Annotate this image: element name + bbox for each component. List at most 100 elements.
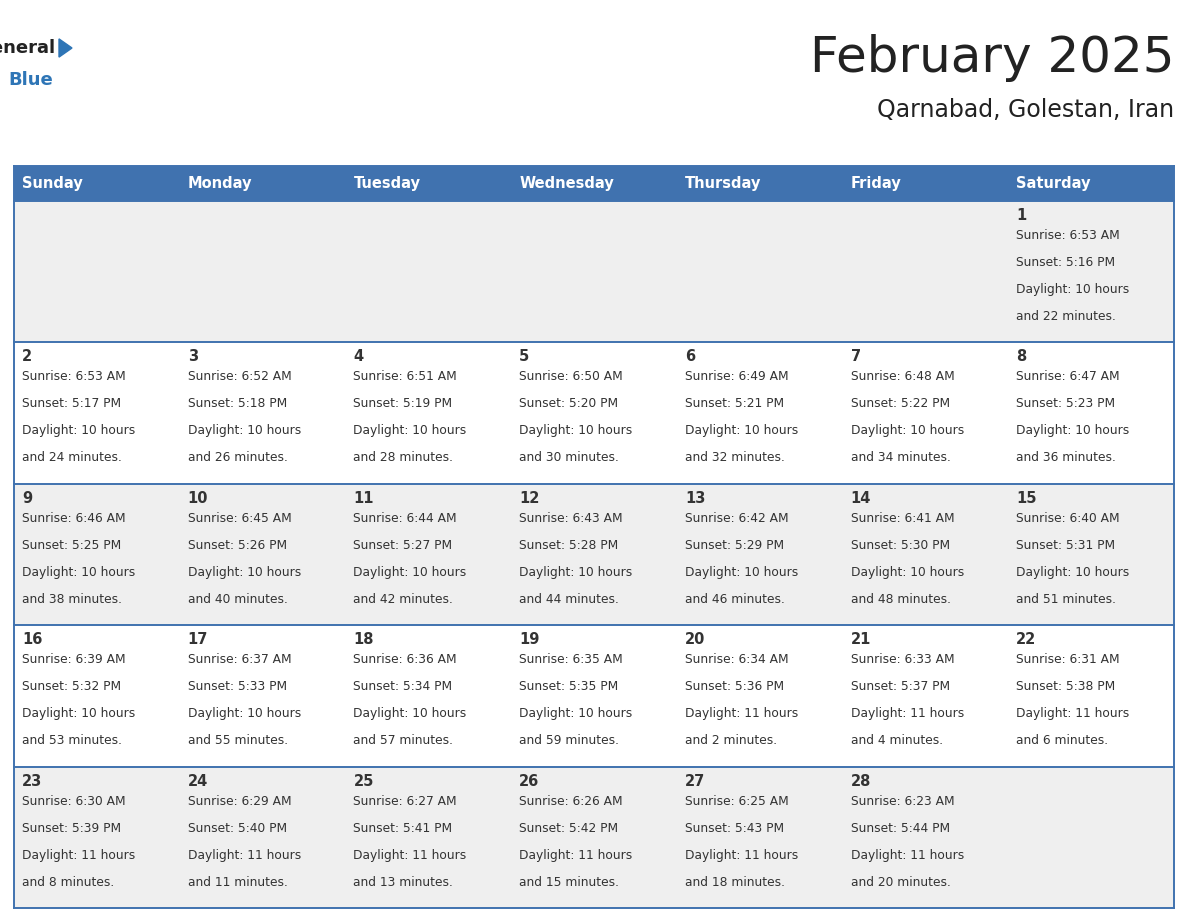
Bar: [1009, 767, 1174, 908]
Bar: [677, 484, 842, 625]
Text: and 55 minutes.: and 55 minutes.: [188, 734, 287, 747]
Bar: [346, 625, 511, 767]
Bar: [511, 767, 677, 908]
Text: and 22 minutes.: and 22 minutes.: [1016, 310, 1117, 323]
Text: 8: 8: [1016, 350, 1026, 364]
Bar: [842, 166, 1009, 201]
Text: and 44 minutes.: and 44 minutes.: [519, 593, 619, 606]
Text: Sunrise: 6:42 AM: Sunrise: 6:42 AM: [684, 512, 789, 525]
Text: and 36 minutes.: and 36 minutes.: [1016, 452, 1117, 465]
Text: and 53 minutes.: and 53 minutes.: [23, 734, 122, 747]
Text: Sunrise: 6:26 AM: Sunrise: 6:26 AM: [519, 795, 623, 808]
Text: 7: 7: [851, 350, 860, 364]
Text: Sunset: 5:28 PM: Sunset: 5:28 PM: [519, 539, 619, 552]
Text: 28: 28: [851, 774, 871, 789]
Text: Sunrise: 6:30 AM: Sunrise: 6:30 AM: [23, 795, 126, 808]
Text: 13: 13: [684, 491, 706, 506]
Bar: [842, 484, 1009, 625]
Bar: [1009, 201, 1174, 342]
Text: and 18 minutes.: and 18 minutes.: [684, 876, 785, 889]
Text: 10: 10: [188, 491, 208, 506]
Text: Daylight: 10 hours: Daylight: 10 hours: [684, 565, 798, 579]
Text: Daylight: 11 hours: Daylight: 11 hours: [851, 848, 963, 862]
Text: Sunrise: 6:34 AM: Sunrise: 6:34 AM: [684, 654, 789, 666]
Text: and 24 minutes.: and 24 minutes.: [23, 452, 122, 465]
Text: Sunset: 5:25 PM: Sunset: 5:25 PM: [23, 539, 121, 552]
Text: February 2025: February 2025: [809, 34, 1174, 82]
Text: Sunset: 5:43 PM: Sunset: 5:43 PM: [684, 822, 784, 834]
Text: 22: 22: [1016, 633, 1037, 647]
Text: Daylight: 11 hours: Daylight: 11 hours: [23, 848, 135, 862]
Text: Sunrise: 6:53 AM: Sunrise: 6:53 AM: [23, 370, 126, 384]
Text: 5: 5: [519, 350, 530, 364]
Text: Sunset: 5:38 PM: Sunset: 5:38 PM: [1016, 680, 1116, 693]
Bar: [179, 166, 346, 201]
Bar: [511, 166, 677, 201]
Text: Sunrise: 6:29 AM: Sunrise: 6:29 AM: [188, 795, 291, 808]
Text: Qarnabad, Golestan, Iran: Qarnabad, Golestan, Iran: [877, 98, 1174, 122]
Text: 11: 11: [353, 491, 374, 506]
Text: 6: 6: [684, 350, 695, 364]
Text: Sunset: 5:27 PM: Sunset: 5:27 PM: [353, 539, 453, 552]
Bar: [14, 625, 179, 767]
Polygon shape: [59, 39, 72, 57]
Text: Thursday: Thursday: [684, 176, 762, 191]
Text: 23: 23: [23, 774, 43, 789]
Text: Sunrise: 6:23 AM: Sunrise: 6:23 AM: [851, 795, 954, 808]
Text: Daylight: 10 hours: Daylight: 10 hours: [1016, 424, 1130, 437]
Bar: [346, 484, 511, 625]
Text: 24: 24: [188, 774, 208, 789]
Bar: [179, 625, 346, 767]
Text: Sunset: 5:40 PM: Sunset: 5:40 PM: [188, 822, 286, 834]
Text: and 38 minutes.: and 38 minutes.: [23, 593, 122, 606]
Text: 27: 27: [684, 774, 706, 789]
Text: Sunset: 5:17 PM: Sunset: 5:17 PM: [23, 397, 121, 410]
Text: Tuesday: Tuesday: [353, 176, 421, 191]
Bar: [1009, 625, 1174, 767]
Bar: [511, 342, 677, 484]
Text: Daylight: 10 hours: Daylight: 10 hours: [353, 424, 467, 437]
Text: 14: 14: [851, 491, 871, 506]
Text: Sunrise: 6:44 AM: Sunrise: 6:44 AM: [353, 512, 457, 525]
Text: Daylight: 10 hours: Daylight: 10 hours: [353, 707, 467, 721]
Text: 9: 9: [23, 491, 32, 506]
Text: Daylight: 10 hours: Daylight: 10 hours: [188, 424, 301, 437]
Text: and 59 minutes.: and 59 minutes.: [519, 734, 619, 747]
Text: Daylight: 10 hours: Daylight: 10 hours: [851, 565, 963, 579]
Text: Daylight: 10 hours: Daylight: 10 hours: [519, 424, 632, 437]
Text: Sunset: 5:37 PM: Sunset: 5:37 PM: [851, 680, 949, 693]
Text: Sunrise: 6:31 AM: Sunrise: 6:31 AM: [1016, 654, 1120, 666]
Text: Sunrise: 6:43 AM: Sunrise: 6:43 AM: [519, 512, 623, 525]
Text: Daylight: 11 hours: Daylight: 11 hours: [353, 848, 467, 862]
Bar: [179, 201, 346, 342]
Text: and 4 minutes.: and 4 minutes.: [851, 734, 943, 747]
Bar: [842, 767, 1009, 908]
Text: Sunset: 5:41 PM: Sunset: 5:41 PM: [353, 822, 453, 834]
Bar: [14, 484, 179, 625]
Text: and 30 minutes.: and 30 minutes.: [519, 452, 619, 465]
Text: Sunrise: 6:37 AM: Sunrise: 6:37 AM: [188, 654, 291, 666]
Text: and 11 minutes.: and 11 minutes.: [188, 876, 287, 889]
Bar: [346, 166, 511, 201]
Text: Daylight: 11 hours: Daylight: 11 hours: [1016, 707, 1130, 721]
Bar: [179, 342, 346, 484]
Text: and 40 minutes.: and 40 minutes.: [188, 593, 287, 606]
Text: Sunrise: 6:35 AM: Sunrise: 6:35 AM: [519, 654, 623, 666]
Text: Daylight: 11 hours: Daylight: 11 hours: [188, 848, 301, 862]
Text: Sunset: 5:22 PM: Sunset: 5:22 PM: [851, 397, 949, 410]
Text: 17: 17: [188, 633, 208, 647]
Text: Monday: Monday: [188, 176, 252, 191]
Bar: [179, 484, 346, 625]
Text: Daylight: 11 hours: Daylight: 11 hours: [684, 848, 798, 862]
Text: 1: 1: [1016, 208, 1026, 223]
Text: Sunrise: 6:36 AM: Sunrise: 6:36 AM: [353, 654, 457, 666]
Text: 25: 25: [353, 774, 374, 789]
Text: Saturday: Saturday: [1016, 176, 1091, 191]
Text: 20: 20: [684, 633, 706, 647]
Text: Daylight: 10 hours: Daylight: 10 hours: [23, 707, 135, 721]
Text: Daylight: 10 hours: Daylight: 10 hours: [188, 565, 301, 579]
Text: 3: 3: [188, 350, 198, 364]
Bar: [842, 201, 1009, 342]
Text: Sunset: 5:36 PM: Sunset: 5:36 PM: [684, 680, 784, 693]
Bar: [1009, 166, 1174, 201]
